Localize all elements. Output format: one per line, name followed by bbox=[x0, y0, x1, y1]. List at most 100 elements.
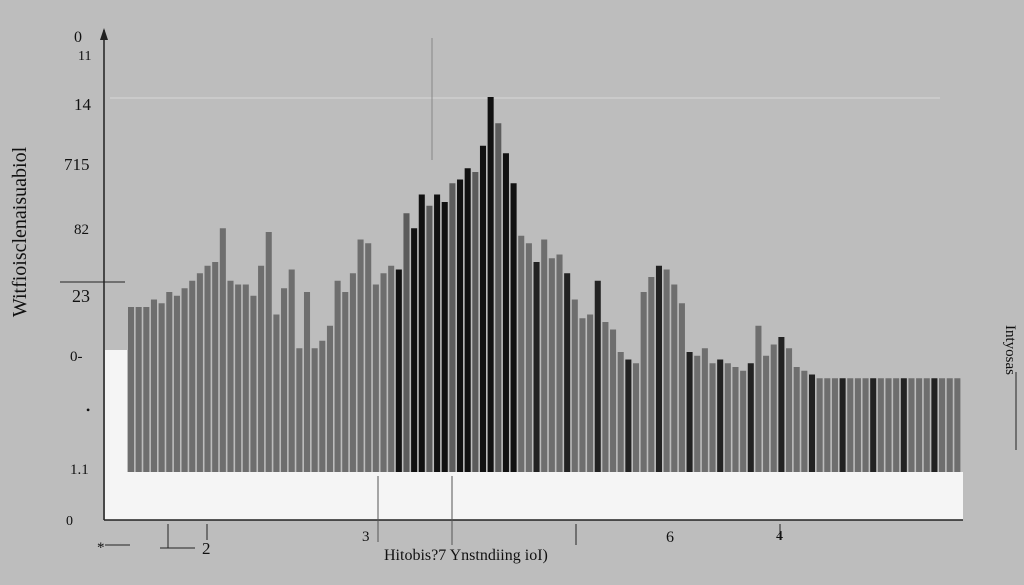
bar bbox=[617, 352, 624, 472]
bar bbox=[954, 378, 961, 472]
bars-group bbox=[128, 97, 961, 472]
bar bbox=[319, 340, 326, 472]
bar bbox=[678, 303, 685, 472]
x-tick-label: 6 bbox=[666, 529, 674, 546]
bar bbox=[365, 243, 372, 472]
bar bbox=[801, 370, 808, 472]
bar bbox=[839, 378, 846, 472]
bar bbox=[877, 378, 884, 472]
bar bbox=[311, 348, 318, 472]
bar bbox=[831, 378, 838, 472]
bar bbox=[893, 378, 900, 472]
bar bbox=[204, 265, 211, 472]
bar bbox=[533, 262, 540, 472]
bar bbox=[870, 378, 877, 472]
bar bbox=[158, 303, 165, 472]
bar bbox=[854, 378, 861, 472]
bar bbox=[250, 295, 257, 472]
y-tick-label: 23 bbox=[72, 286, 90, 306]
bar bbox=[479, 145, 487, 472]
bar bbox=[166, 292, 173, 472]
bar bbox=[219, 228, 226, 472]
bar bbox=[663, 269, 670, 472]
bar bbox=[946, 378, 953, 472]
bar bbox=[686, 352, 693, 472]
bar bbox=[632, 363, 640, 472]
y-tick-label: 715 bbox=[64, 155, 90, 174]
bar bbox=[434, 194, 441, 472]
bar bbox=[923, 378, 930, 472]
bar bbox=[150, 299, 157, 472]
bar bbox=[235, 284, 242, 472]
bar bbox=[196, 273, 203, 472]
bar bbox=[916, 378, 923, 472]
bar bbox=[763, 355, 770, 472]
y-tick-label: 82 bbox=[74, 222, 89, 238]
bar bbox=[587, 314, 594, 472]
bar bbox=[441, 202, 448, 472]
bar bbox=[931, 378, 938, 472]
bar bbox=[847, 378, 854, 472]
bar bbox=[288, 269, 295, 472]
bar bbox=[326, 325, 333, 472]
bar bbox=[786, 348, 793, 472]
bar bbox=[579, 318, 586, 472]
x-tick-label: 2 bbox=[202, 539, 211, 558]
bar bbox=[495, 123, 502, 472]
bar bbox=[242, 284, 249, 472]
bar bbox=[724, 363, 731, 472]
bar bbox=[135, 307, 142, 472]
bar bbox=[303, 292, 311, 472]
x-axis-title: Hitobis?7 Ynstndiing ioI) bbox=[384, 547, 548, 564]
bar bbox=[594, 280, 601, 472]
bar bbox=[403, 213, 410, 472]
y-tick-label: 0 bbox=[74, 29, 82, 46]
left-white-block bbox=[105, 350, 127, 472]
y-axis-title: Witfioisclenaisuabiol bbox=[9, 146, 31, 317]
bar bbox=[556, 254, 563, 472]
bar bbox=[334, 280, 341, 472]
bar bbox=[571, 299, 578, 472]
bar bbox=[778, 337, 785, 472]
bar bbox=[273, 314, 280, 472]
bar bbox=[227, 280, 234, 472]
bar bbox=[426, 205, 433, 472]
bar bbox=[342, 292, 349, 472]
bar bbox=[128, 307, 135, 472]
y-tick-label: 14 bbox=[74, 95, 92, 114]
bar bbox=[755, 325, 762, 472]
y-tick-label: 11 bbox=[78, 49, 91, 64]
bar bbox=[541, 239, 548, 472]
x-tick-label: 4 bbox=[776, 529, 783, 544]
bar bbox=[143, 307, 150, 472]
right-axis-title: Intyosas bbox=[1002, 325, 1018, 375]
bar bbox=[648, 277, 655, 472]
bar bbox=[518, 235, 525, 472]
bar bbox=[625, 359, 632, 472]
bar bbox=[770, 344, 777, 472]
y-axis-arrow bbox=[100, 28, 108, 40]
bar bbox=[212, 262, 219, 472]
bar bbox=[655, 265, 662, 472]
bar bbox=[189, 280, 196, 472]
bar bbox=[357, 239, 364, 472]
bar bbox=[449, 183, 456, 472]
bar bbox=[296, 348, 303, 472]
bar bbox=[694, 355, 701, 472]
bar bbox=[281, 288, 288, 472]
bar bbox=[640, 292, 647, 472]
bar bbox=[862, 378, 869, 472]
bar bbox=[717, 359, 724, 472]
bar bbox=[388, 265, 395, 472]
bar bbox=[732, 367, 739, 472]
bar bbox=[671, 284, 678, 472]
bar bbox=[709, 363, 716, 472]
bar bbox=[502, 153, 509, 472]
bar bbox=[418, 194, 425, 472]
bar bbox=[747, 363, 754, 472]
bar bbox=[265, 232, 272, 472]
bar bbox=[181, 288, 188, 472]
bar bbox=[602, 322, 609, 472]
bar bbox=[908, 378, 915, 472]
